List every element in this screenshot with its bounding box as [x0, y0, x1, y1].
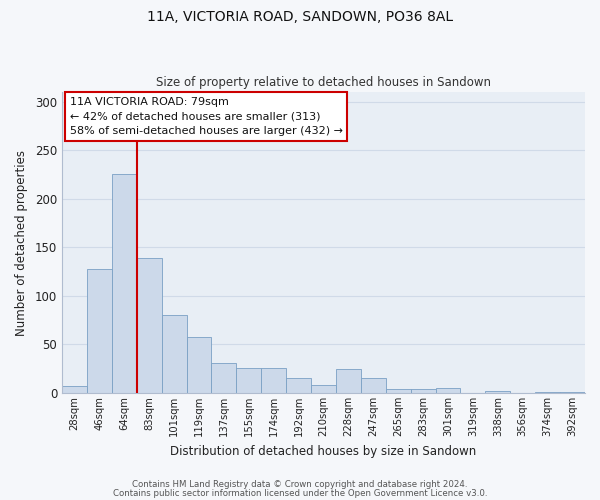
- Text: Contains HM Land Registry data © Crown copyright and database right 2024.: Contains HM Land Registry data © Crown c…: [132, 480, 468, 489]
- Bar: [87, 268, 112, 393]
- Bar: [311, 385, 336, 393]
- Title: Size of property relative to detached houses in Sandown: Size of property relative to detached ho…: [156, 76, 491, 90]
- Bar: [187, 336, 211, 393]
- Bar: [361, 378, 386, 393]
- Bar: [410, 389, 436, 393]
- Y-axis label: Number of detached properties: Number of detached properties: [15, 150, 28, 336]
- Bar: [261, 368, 286, 393]
- Bar: [161, 316, 187, 393]
- Bar: [336, 368, 361, 393]
- Bar: [62, 386, 87, 393]
- Bar: [211, 363, 236, 393]
- Bar: [137, 258, 161, 393]
- Text: 11A, VICTORIA ROAD, SANDOWN, PO36 8AL: 11A, VICTORIA ROAD, SANDOWN, PO36 8AL: [147, 10, 453, 24]
- Bar: [535, 392, 560, 393]
- Bar: [112, 174, 137, 393]
- Bar: [485, 391, 510, 393]
- X-axis label: Distribution of detached houses by size in Sandown: Distribution of detached houses by size …: [170, 444, 476, 458]
- Bar: [286, 378, 311, 393]
- Text: Contains public sector information licensed under the Open Government Licence v3: Contains public sector information licen…: [113, 488, 487, 498]
- Bar: [386, 389, 410, 393]
- Bar: [436, 388, 460, 393]
- Bar: [236, 368, 261, 393]
- Bar: [560, 392, 585, 393]
- Text: 11A VICTORIA ROAD: 79sqm
← 42% of detached houses are smaller (313)
58% of semi-: 11A VICTORIA ROAD: 79sqm ← 42% of detach…: [70, 96, 343, 136]
